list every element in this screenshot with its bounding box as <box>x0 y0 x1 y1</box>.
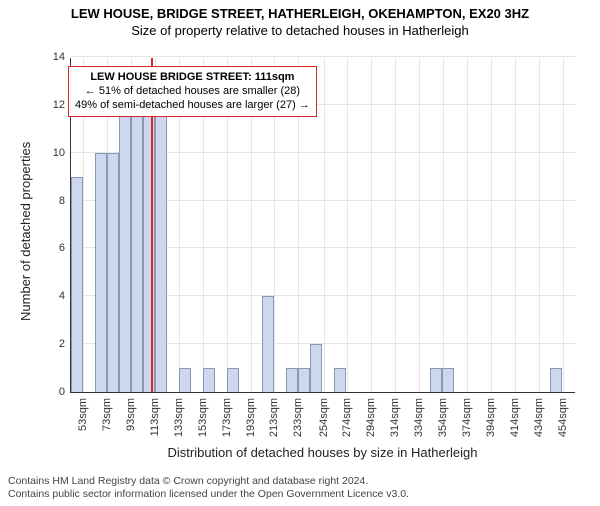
x-tick-label: 314sqm <box>389 398 401 437</box>
x-tick-label: 354sqm <box>437 398 449 437</box>
callout-line1: LEW HOUSE BRIDGE STREET: 111sqm <box>75 71 310 85</box>
x-tick-label: 434sqm <box>533 398 545 437</box>
x-tick-label: 233sqm <box>292 398 304 437</box>
histogram-bar <box>179 368 191 392</box>
histogram-bar <box>442 368 454 392</box>
x-tick-label: 374sqm <box>461 398 473 437</box>
attribution-footer: Contains HM Land Registry data © Crown c… <box>8 475 409 502</box>
gridline-v <box>395 58 396 392</box>
y-axis-label: Number of detached properties <box>18 141 33 320</box>
gridline-v <box>563 58 564 392</box>
y-tick-label: 4 <box>59 290 65 302</box>
footer-line1: Contains HM Land Registry data © Crown c… <box>8 475 409 489</box>
y-tick-label: 14 <box>53 51 65 63</box>
gridline-v <box>491 58 492 392</box>
gridline-v <box>419 58 420 392</box>
x-tick-label: 254sqm <box>318 398 330 437</box>
histogram-bar <box>95 153 107 392</box>
x-axis-label: Distribution of detached houses by size … <box>70 445 575 460</box>
page-title: LEW HOUSE, BRIDGE STREET, HATHERLEIGH, O… <box>0 6 600 21</box>
callout-line2: ← 51% of detached houses are smaller (28… <box>75 85 310 99</box>
x-tick-label: 173sqm <box>221 398 233 437</box>
marker-callout: LEW HOUSE BRIDGE STREET: 111sqm ← 51% of… <box>68 66 317 117</box>
callout-line3: 49% of semi-detached houses are larger (… <box>75 99 310 113</box>
histogram-bar <box>203 368 215 392</box>
gridline-v <box>443 58 444 392</box>
histogram-bar <box>131 105 143 392</box>
gridline-v <box>515 58 516 392</box>
x-tick-label: 334sqm <box>413 398 425 437</box>
x-tick-label: 113sqm <box>149 398 161 436</box>
x-tick-label: 93sqm <box>125 398 137 431</box>
histogram-bar <box>71 177 83 392</box>
y-tick-label: 12 <box>53 99 65 111</box>
y-tick-label: 2 <box>59 338 65 350</box>
gridline-h <box>71 56 575 57</box>
x-tick-label: 274sqm <box>341 398 353 437</box>
gridline-v <box>467 58 468 392</box>
y-tick-label: 0 <box>59 386 65 398</box>
x-tick-label: 414sqm <box>509 398 521 437</box>
y-tick-label: 8 <box>59 195 65 207</box>
x-tick-label: 454sqm <box>557 398 569 437</box>
y-tick-label: 10 <box>53 147 65 159</box>
histogram-bar <box>227 368 239 392</box>
histogram-bar <box>298 368 310 392</box>
histogram-bar <box>334 368 346 392</box>
histogram-bar <box>107 153 119 392</box>
x-tick-label: 294sqm <box>365 398 377 437</box>
histogram-bar <box>310 344 322 392</box>
gridline-v <box>347 58 348 392</box>
x-tick-label: 153sqm <box>197 398 209 437</box>
histogram-bar <box>119 105 131 392</box>
y-tick-label: 6 <box>59 242 65 254</box>
x-tick-label: 394sqm <box>485 398 497 437</box>
histogram-bar <box>262 296 274 392</box>
gridline-v <box>371 58 372 392</box>
x-tick-label: 133sqm <box>173 398 185 437</box>
gridline-v <box>539 58 540 392</box>
gridline-v <box>324 58 325 392</box>
page-subtitle: Size of property relative to detached ho… <box>0 23 600 38</box>
x-tick-label: 193sqm <box>245 398 257 437</box>
histogram-bar <box>155 105 167 392</box>
histogram-bar <box>286 368 298 392</box>
x-tick-label: 213sqm <box>268 398 280 437</box>
histogram-bar <box>550 368 562 392</box>
x-tick-label: 73sqm <box>101 398 113 431</box>
histogram-bar <box>430 368 442 392</box>
x-tick-label: 53sqm <box>77 398 89 431</box>
